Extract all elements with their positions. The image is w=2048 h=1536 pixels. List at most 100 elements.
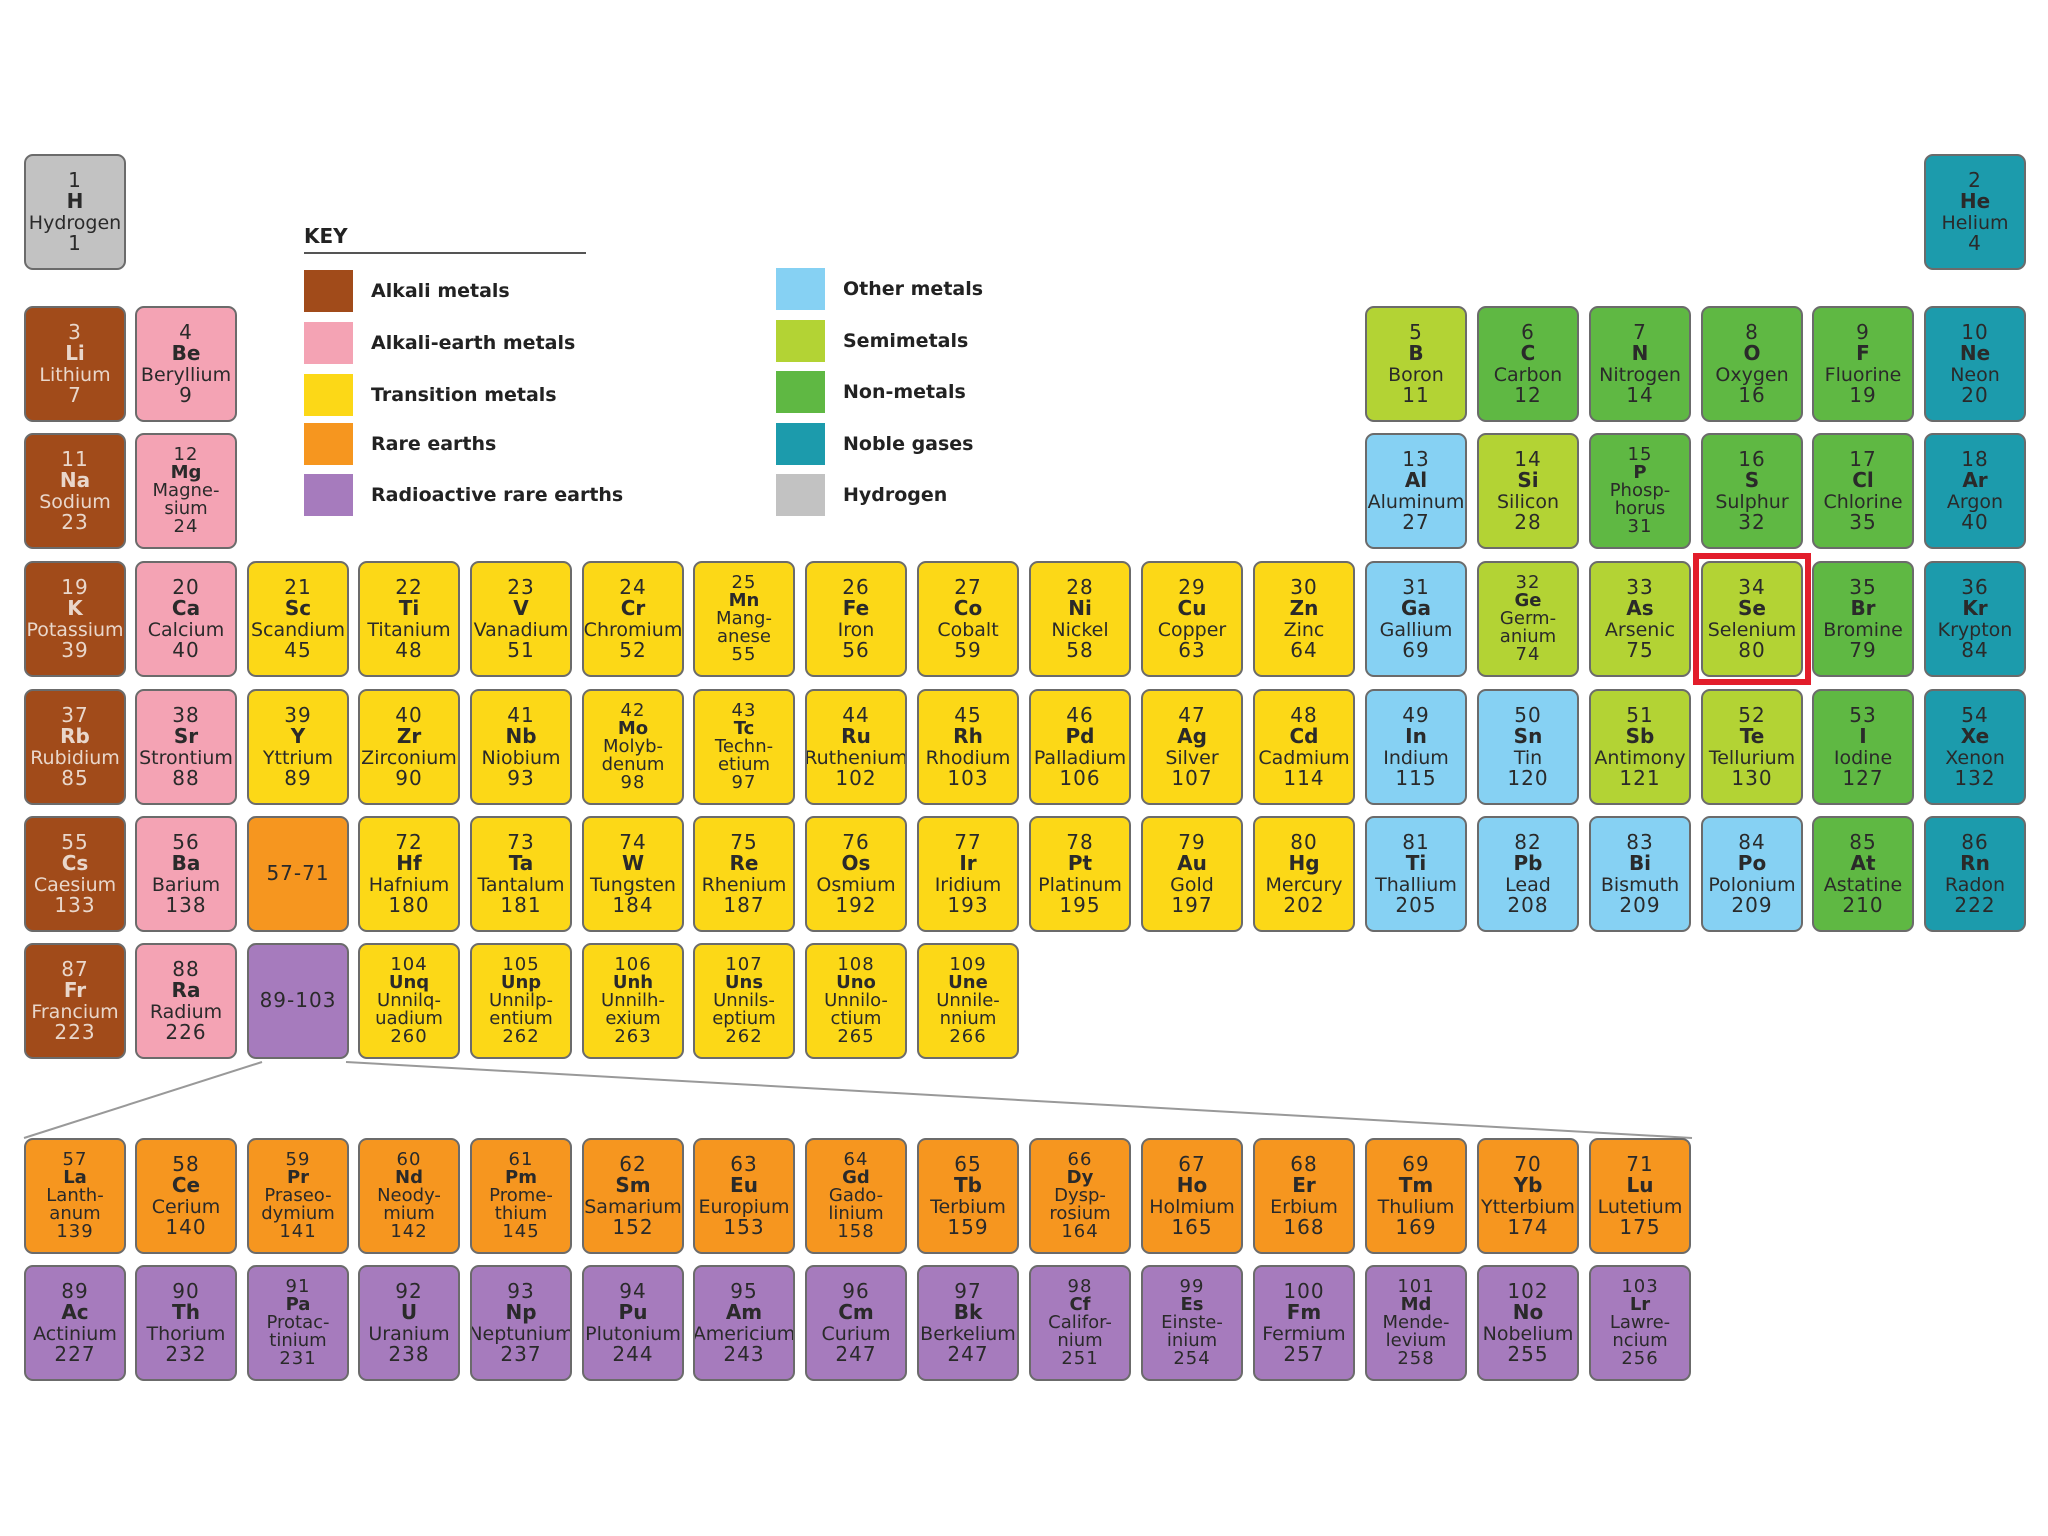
element-la[interactable]: 57 La Lanth-anum 139	[24, 1138, 126, 1254]
element-pt[interactable]: 78 Pt Platinum 195	[1029, 816, 1131, 932]
series-placeholder-57-71[interactable]: 57-71	[247, 816, 349, 932]
element-na[interactable]: 11 Na Sodium 23	[24, 433, 126, 549]
element-ta[interactable]: 73 Ta Tantalum 181	[470, 816, 572, 932]
element-sn[interactable]: 50 Sn Tin 120	[1477, 689, 1579, 805]
element-n[interactable]: 7 N Nitrogen 14	[1589, 306, 1691, 422]
element-une[interactable]: 109 Une Unnile-nnium 266	[917, 943, 1019, 1059]
element-pu[interactable]: 94 Pu Plutonium 244	[582, 1265, 684, 1381]
element-ti[interactable]: 22 Ti Titanium 48	[358, 561, 460, 677]
element-fm[interactable]: 100 Fm Fermium 257	[1253, 1265, 1355, 1381]
element-tm[interactable]: 69 Tm Thulium 169	[1365, 1138, 1467, 1254]
element-k[interactable]: 19 K Potassium 39	[24, 561, 126, 677]
element-br[interactable]: 35 Br Bromine 79	[1812, 561, 1914, 677]
element-md[interactable]: 101 Md Mende-levium 258	[1365, 1265, 1467, 1381]
element-as[interactable]: 33 As Arsenic 75	[1589, 561, 1691, 677]
element-kr[interactable]: 36 Kr Krypton 84	[1924, 561, 2026, 677]
element-rh[interactable]: 45 Rh Rhodium 103	[917, 689, 1019, 805]
element-dy[interactable]: 66 Dy Dysp-rosium 164	[1029, 1138, 1131, 1254]
element-nd[interactable]: 60 Nd Neody-mium 142	[358, 1138, 460, 1254]
element-xe[interactable]: 54 Xe Xenon 132	[1924, 689, 2026, 805]
element-sr[interactable]: 38 Sr Strontium 88	[135, 689, 237, 805]
element-po[interactable]: 84 Po Polonium 209	[1701, 816, 1803, 932]
element-sm[interactable]: 62 Sm Samarium 152	[582, 1138, 684, 1254]
element-cl[interactable]: 17 Cl Chlorine 35	[1812, 433, 1914, 549]
element-cd[interactable]: 48 Cd Cadmium 114	[1253, 689, 1355, 805]
element-re[interactable]: 75 Re Rhenium 187	[693, 816, 795, 932]
element-ge[interactable]: 32 Ge Germ-anium 74	[1477, 561, 1579, 677]
element-o[interactable]: 8 O Oxygen 16	[1701, 306, 1803, 422]
element-pm[interactable]: 61 Pm Prome-thium 145	[470, 1138, 572, 1254]
element-ti[interactable]: 81 Ti Thallium 205	[1365, 816, 1467, 932]
element-cm[interactable]: 96 Cm Curium 247	[805, 1265, 907, 1381]
element-unq[interactable]: 104 Unq Unnilq-uadium 260	[358, 943, 460, 1059]
element-he[interactable]: 2 He Helium 4	[1924, 154, 2026, 270]
element-ca[interactable]: 20 Ca Calcium 40	[135, 561, 237, 677]
element-ne[interactable]: 10 Ne Neon 20	[1924, 306, 2026, 422]
element-tb[interactable]: 65 Tb Terbium 159	[917, 1138, 1019, 1254]
element-am[interactable]: 95 Am Americium 243	[693, 1265, 795, 1381]
element-eu[interactable]: 63 Eu Europium 153	[693, 1138, 795, 1254]
element-zn[interactable]: 30 Zn Zinc 64	[1253, 561, 1355, 677]
element-fr[interactable]: 87 Fr Francium 223	[24, 943, 126, 1059]
element-uno[interactable]: 108 Uno Unnilo-ctium 265	[805, 943, 907, 1059]
element-in[interactable]: 49 In Indium 115	[1365, 689, 1467, 805]
element-rb[interactable]: 37 Rb Rubidium 85	[24, 689, 126, 805]
series-placeholder-89-103[interactable]: 89-103	[247, 943, 349, 1059]
element-y[interactable]: 39 Y Yttrium 89	[247, 689, 349, 805]
element-lu[interactable]: 71 Lu Lutetium 175	[1589, 1138, 1691, 1254]
element-gd[interactable]: 64 Gd Gado-linium 158	[805, 1138, 907, 1254]
element-ac[interactable]: 89 Ac Actinium 227	[24, 1265, 126, 1381]
element-np[interactable]: 93 Np Neptunium 237	[470, 1265, 572, 1381]
element-bk[interactable]: 97 Bk Berkelium 247	[917, 1265, 1019, 1381]
element-u[interactable]: 92 U Uranium 238	[358, 1265, 460, 1381]
element-al[interactable]: 13 Al Aluminum 27	[1365, 433, 1467, 549]
element-pd[interactable]: 46 Pd Palladium 106	[1029, 689, 1131, 805]
element-ra[interactable]: 88 Ra Radium 226	[135, 943, 237, 1059]
element-cu[interactable]: 29 Cu Copper 63	[1141, 561, 1243, 677]
element-unp[interactable]: 105 Unp Unnilp-entium 262	[470, 943, 572, 1059]
element-rn[interactable]: 86 Rn Radon 222	[1924, 816, 2026, 932]
element-au[interactable]: 79 Au Gold 197	[1141, 816, 1243, 932]
element-sb[interactable]: 51 Sb Antimony 121	[1589, 689, 1691, 805]
element-fe[interactable]: 26 Fe Iron 56	[805, 561, 907, 677]
element-cs[interactable]: 55 Cs Caesium 133	[24, 816, 126, 932]
element-sc[interactable]: 21 Sc Scandium 45	[247, 561, 349, 677]
element-ho[interactable]: 67 Ho Holmium 165	[1141, 1138, 1243, 1254]
element-os[interactable]: 76 Os Osmium 192	[805, 816, 907, 932]
element-c[interactable]: 6 C Carbon 12	[1477, 306, 1579, 422]
element-zr[interactable]: 40 Zr Zirconium 90	[358, 689, 460, 805]
element-tc[interactable]: 43 Tc Techn-etium 97	[693, 689, 795, 805]
element-li[interactable]: 3 Li Lithium 7	[24, 306, 126, 422]
element-i[interactable]: 53 I Iodine 127	[1812, 689, 1914, 805]
element-ga[interactable]: 31 Ga Gallium 69	[1365, 561, 1467, 677]
element-lr[interactable]: 103 Lr Lawre-ncium 256	[1589, 1265, 1691, 1381]
element-ag[interactable]: 47 Ag Silver 107	[1141, 689, 1243, 805]
element-ni[interactable]: 28 Ni Nickel 58	[1029, 561, 1131, 677]
element-s[interactable]: 16 S Sulphur 32	[1701, 433, 1803, 549]
element-mg[interactable]: 12 Mg Magne-sium 24	[135, 433, 237, 549]
element-v[interactable]: 23 V Vanadium 51	[470, 561, 572, 677]
element-cf[interactable]: 98 Cf Califor-nium 251	[1029, 1265, 1131, 1381]
element-hg[interactable]: 80 Hg Mercury 202	[1253, 816, 1355, 932]
element-p[interactable]: 15 P Phosp-horus 31	[1589, 433, 1691, 549]
element-mo[interactable]: 42 Mo Molyb-denum 98	[582, 689, 684, 805]
element-uns[interactable]: 107 Uns Unnils-eptium 262	[693, 943, 795, 1059]
element-yb[interactable]: 70 Yb Ytterbium 174	[1477, 1138, 1579, 1254]
element-pb[interactable]: 82 Pb Lead 208	[1477, 816, 1579, 932]
element-ce[interactable]: 58 Ce Cerium 140	[135, 1138, 237, 1254]
element-unh[interactable]: 106 Unh Unnilh-exium 263	[582, 943, 684, 1059]
element-mn[interactable]: 25 Mn Mang-anese 55	[693, 561, 795, 677]
element-pa[interactable]: 91 Pa Protac-tinium 231	[247, 1265, 349, 1381]
element-hf[interactable]: 72 Hf Hafnium 180	[358, 816, 460, 932]
element-ru[interactable]: 44 Ru Ruthenium 102	[805, 689, 907, 805]
element-be[interactable]: 4 Be Beryllium 9	[135, 306, 237, 422]
element-at[interactable]: 85 At Astatine 210	[1812, 816, 1914, 932]
element-ar[interactable]: 18 Ar Argon 40	[1924, 433, 2026, 549]
element-pr[interactable]: 59 Pr Praseo-dymium 141	[247, 1138, 349, 1254]
element-no[interactable]: 102 No Nobelium 255	[1477, 1265, 1579, 1381]
element-cr[interactable]: 24 Cr Chromium 52	[582, 561, 684, 677]
element-th[interactable]: 90 Th Thorium 232	[135, 1265, 237, 1381]
element-ba[interactable]: 56 Ba Barium 138	[135, 816, 237, 932]
element-ir[interactable]: 77 Ir Iridium 193	[917, 816, 1019, 932]
element-er[interactable]: 68 Er Erbium 168	[1253, 1138, 1355, 1254]
